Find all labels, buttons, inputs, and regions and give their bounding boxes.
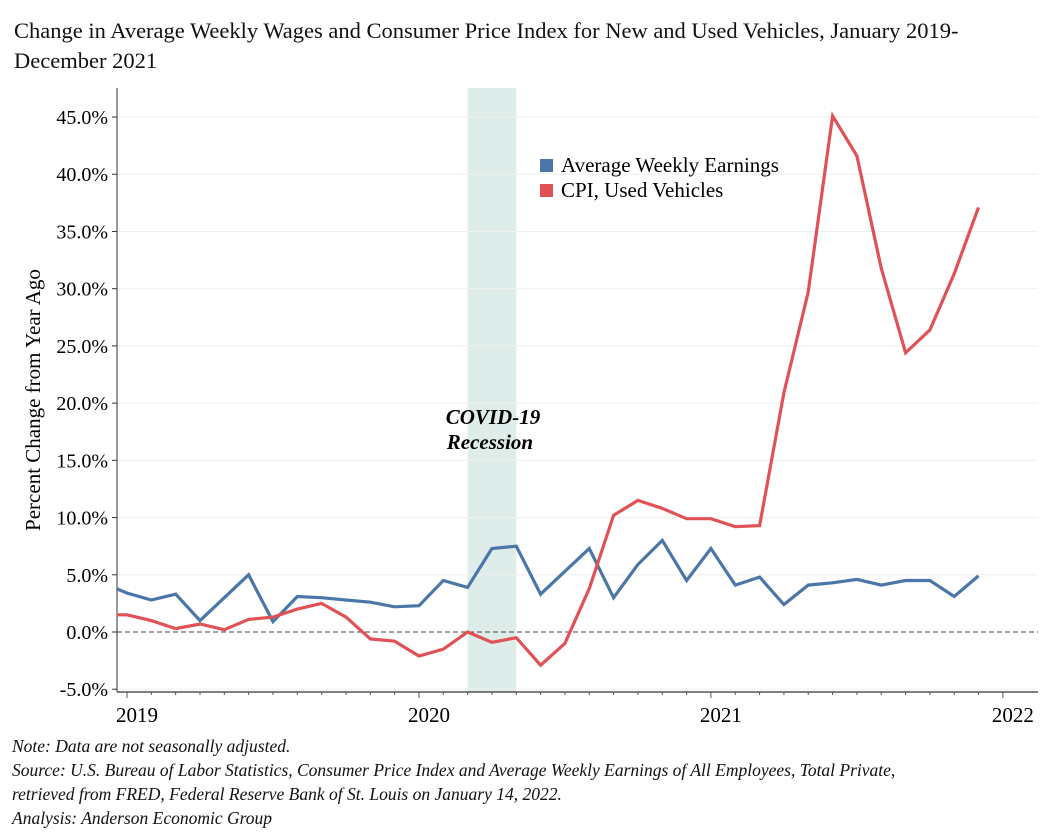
series-average-weekly-earnings — [117, 537, 980, 625]
y-tick-label: 25.0% — [56, 336, 108, 358]
y-tick-label: 30.0% — [56, 279, 108, 301]
recession-annotation: Recession — [446, 430, 533, 454]
y-tick-label: 45.0% — [56, 107, 108, 129]
y-tick-label: 35.0% — [56, 221, 108, 243]
recession-annotation: COVID-19 — [446, 405, 541, 429]
legend-swatch — [540, 184, 553, 197]
series-line — [117, 537, 980, 625]
chart-title: Change in Average Weekly Wages and Consu… — [14, 18, 959, 73]
y-tick-label: 5.0% — [66, 565, 108, 587]
x-tick-label: 2021 — [700, 703, 742, 727]
x-tick-label: 2022 — [992, 703, 1034, 727]
y-tick-label: 40.0% — [56, 164, 108, 186]
legend-label: CPI, Used Vehicles — [561, 178, 723, 202]
x-tick-label: 2020 — [408, 703, 450, 727]
source-line: retrieved from FRED, Federal Reserve Ban… — [12, 784, 562, 804]
series-cpi-used-vehicles — [117, 111, 981, 668]
x-tick-label: 2019 — [116, 703, 158, 727]
note-line: Note: Data are not seasonally adjusted. — [12, 736, 291, 756]
series-line — [117, 111, 981, 668]
analysis-line: Analysis: Anderson Economic Group — [12, 808, 273, 828]
legend-label: Average Weekly Earnings — [561, 153, 779, 177]
legend-swatch — [540, 159, 553, 172]
chart-notes: Note: Data are not seasonally adjusted. … — [12, 734, 895, 830]
y-tick-label: 0.0% — [66, 622, 108, 644]
y-tick-label: -5.0% — [60, 679, 108, 701]
recession-shading — [467, 88, 517, 692]
source-line: Source: U.S. Bureau of Labor Statistics,… — [12, 760, 896, 780]
y-tick-label: 20.0% — [56, 393, 108, 415]
y-tick-label: 15.0% — [56, 450, 108, 472]
y-axis-label: Percent Change from Year Ago — [21, 269, 45, 531]
y-tick-label: 10.0% — [56, 508, 108, 530]
